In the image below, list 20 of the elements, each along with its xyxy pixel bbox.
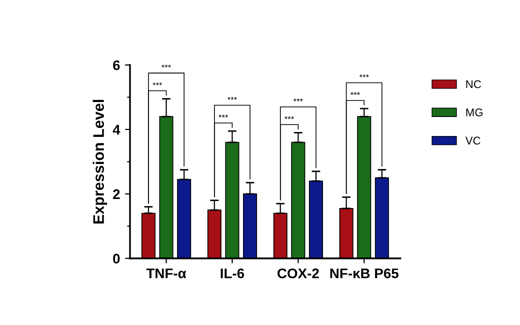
- x-tick-label: TNF-α: [146, 268, 186, 278]
- legend-label: VC: [465, 136, 480, 145]
- y-tick-label: 6: [113, 60, 120, 70]
- x-tick-label: COX-2: [278, 268, 319, 278]
- annotation: ***: [227, 96, 237, 100]
- annotation: ***: [152, 82, 162, 86]
- y-tick-label: 0: [113, 254, 120, 264]
- x-tick-label: NF-κB P65: [330, 268, 398, 278]
- annotation: ***: [284, 116, 294, 120]
- legend-label: NC: [466, 80, 481, 88]
- x-tick-label: IL-6: [220, 268, 244, 278]
- y-tick-label: 2: [113, 189, 120, 199]
- annotation: ***: [293, 98, 303, 102]
- annotation: ***: [359, 74, 369, 78]
- y-axis-title: Expression Level: [92, 100, 107, 224]
- legend-label: MG: [466, 108, 482, 116]
- y-tick-label: 4: [112, 124, 120, 134]
- annotation: ***: [218, 114, 228, 118]
- annotation: ***: [350, 92, 360, 95]
- annotation: ***: [162, 64, 172, 68]
